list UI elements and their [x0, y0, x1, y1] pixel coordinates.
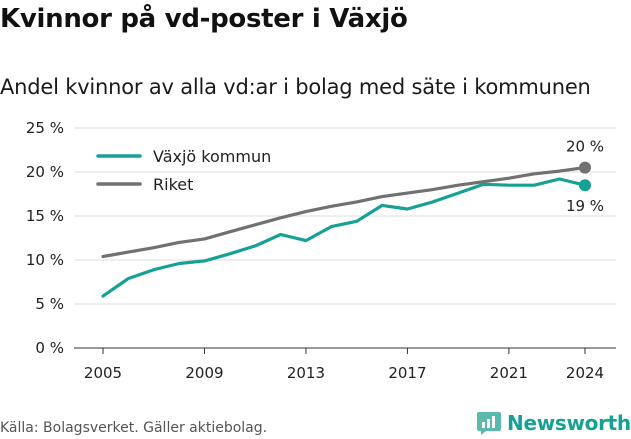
brand-name: Newsworthy — [507, 411, 631, 435]
end-point-riket — [579, 161, 591, 174]
series-lines: 20 % 19 % — [101, 138, 604, 298]
x-tick-label: 2005 — [84, 364, 122, 382]
end-label-riket: 20 % — [566, 138, 604, 156]
y-tick-label: 5 % — [35, 295, 64, 313]
y-tick-label: 0 % — [35, 339, 64, 357]
series-line-riket — [101, 166, 587, 259]
series-line-vaxjo — [101, 177, 587, 298]
source-note: Källa: Bolagsverket. Gäller aktiebolag. — [0, 420, 268, 436]
x-tick-label: 2021 — [490, 364, 528, 382]
y-tick-label: 15 % — [26, 207, 64, 225]
x-axis: 2005 2009 2013 2017 2021 2024 — [84, 348, 604, 382]
grid-lines — [74, 127, 616, 349]
y-tick-label: 10 % — [26, 251, 64, 269]
y-tick-label: 20 % — [26, 163, 64, 181]
chart-title: Kvinnor på vd-poster i Växjö — [0, 4, 408, 34]
end-point-vaxjo — [579, 179, 591, 192]
newsworthy-logo: Newsworthy — [476, 408, 631, 438]
end-label-vaxjo: 19 % — [566, 197, 604, 215]
y-axis: 0 % 5 % 10 % 15 % 20 % 25 % — [26, 119, 64, 357]
legend: Växjö kommun Riket — [96, 147, 271, 194]
chart-subtitle: Andel kvinnor av alla vd:ar i bolag med … — [0, 75, 591, 99]
y-tick-label: 25 % — [26, 119, 64, 137]
x-tick-label: 2009 — [185, 364, 223, 382]
x-tick-label: 2024 — [566, 364, 604, 382]
newsworthy-icon — [477, 412, 501, 435]
legend-label: Riket — [153, 175, 193, 194]
x-tick-label: 2017 — [388, 364, 426, 382]
x-tick-label: 2013 — [287, 364, 325, 382]
legend-label: Växjö kommun — [153, 147, 271, 166]
